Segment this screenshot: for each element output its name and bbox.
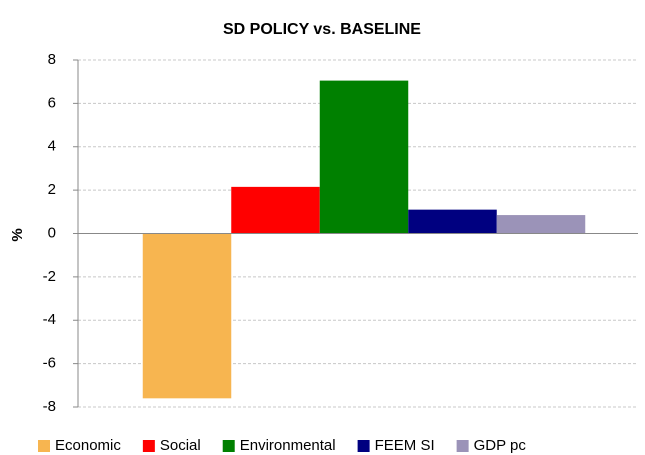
y-tick-label: -2: [43, 268, 56, 285]
bar: [408, 209, 497, 234]
bar: [319, 80, 409, 234]
y-tick-label: -4: [43, 311, 56, 328]
legend-label: FEEM SI: [375, 437, 435, 454]
y-tick-label: 8: [48, 51, 56, 68]
bar: [142, 233, 232, 399]
legend-label: Economic: [55, 437, 121, 454]
legend-label: Environmental: [240, 437, 336, 454]
bar: [231, 186, 320, 234]
legend-swatch: [142, 440, 155, 452]
y-tick-label: -6: [43, 355, 56, 372]
chart-title: SD POLICY vs. BASELINE: [223, 21, 421, 38]
legend-swatch: [456, 440, 469, 452]
y-tick-label: 6: [48, 94, 56, 111]
bar: [496, 215, 586, 234]
y-tick-label: 2: [48, 181, 56, 198]
legend-swatch: [357, 440, 370, 452]
legend-swatch: [38, 440, 50, 452]
y-tick-label: 4: [48, 138, 56, 155]
legend-swatch: [222, 440, 235, 452]
legend-label: Social: [160, 437, 201, 454]
y-axis-label: %: [9, 228, 26, 241]
y-tick-label: -8: [43, 398, 56, 415]
legend-label: GDP pc: [474, 437, 527, 454]
y-tick-label: 0: [48, 224, 56, 241]
